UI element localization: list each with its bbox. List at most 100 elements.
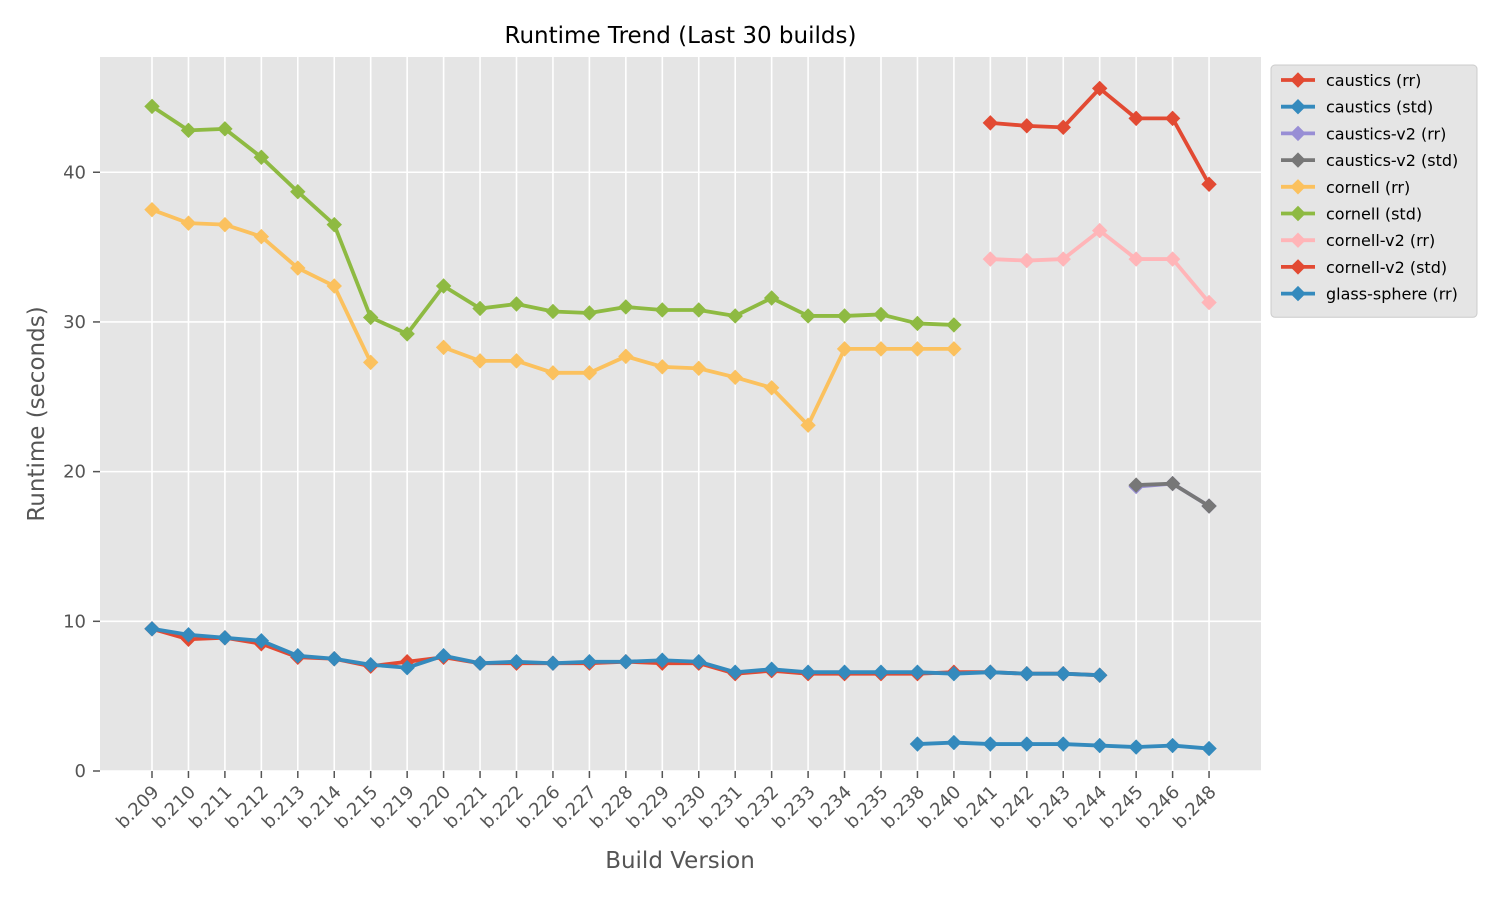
data-point — [946, 734, 962, 751]
data-point — [362, 354, 379, 371]
data-point — [727, 664, 743, 680]
data-point — [290, 648, 306, 664]
data-point — [1128, 477, 1144, 493]
data-point — [618, 299, 634, 315]
data-point — [217, 216, 233, 233]
legend-marker — [1290, 259, 1306, 275]
data-point — [800, 308, 816, 324]
data-point — [691, 360, 707, 377]
data-point — [1128, 110, 1144, 127]
data-point — [873, 664, 889, 680]
data-point — [800, 417, 816, 433]
legend-marker — [1290, 232, 1306, 248]
legend-label: cornell-v2 (std) — [1326, 258, 1447, 277]
data-point — [1128, 739, 1144, 755]
x-axis-label: Build Version — [605, 848, 755, 874]
data-point — [1019, 665, 1035, 682]
series-7 — [982, 80, 1217, 192]
data-point — [435, 278, 452, 294]
data-point — [362, 657, 379, 673]
data-point — [217, 121, 233, 137]
legend-item: cornell-v2 (std) — [1281, 258, 1447, 277]
data-point — [1164, 475, 1181, 492]
legend-item: cornell (rr) — [1281, 178, 1410, 197]
data-point — [873, 341, 889, 357]
data-point — [1055, 736, 1071, 752]
legend-label: cornell-v2 (rr) — [1326, 231, 1435, 250]
series-1 — [144, 621, 1108, 683]
data-point — [727, 369, 743, 386]
data-point — [144, 98, 160, 115]
data-point — [654, 652, 671, 668]
data-point — [727, 308, 743, 324]
legend-marker — [1290, 179, 1306, 195]
legend-item: glass-sphere (rr) — [1281, 285, 1458, 304]
data-point — [1201, 176, 1217, 192]
data-point — [472, 655, 488, 671]
data-point — [1091, 737, 1108, 754]
legend-item: cornell (std) — [1281, 205, 1422, 224]
legend-label: cornell (std) — [1326, 205, 1422, 224]
data-point — [946, 665, 962, 682]
data-point — [946, 341, 962, 357]
data-point — [873, 306, 889, 323]
data-point — [581, 654, 598, 670]
grid-lines — [100, 57, 1261, 772]
legend-marker — [1290, 125, 1306, 142]
data-point — [1019, 736, 1035, 752]
legend-marker — [1290, 205, 1306, 222]
data-point — [326, 216, 342, 233]
data-point — [144, 201, 160, 218]
data-point — [763, 290, 780, 306]
data-point — [399, 326, 415, 342]
data-point — [180, 122, 197, 139]
legend-marker — [1290, 72, 1306, 88]
legend-label: caustics-v2 (rr) — [1326, 124, 1446, 143]
data-point — [618, 654, 634, 670]
data-point — [1091, 222, 1108, 239]
data-point — [691, 302, 707, 318]
data-point — [326, 278, 342, 294]
data-point — [508, 654, 525, 670]
data-point — [1055, 119, 1071, 136]
data-point — [253, 228, 270, 245]
legend-label: cornell (rr) — [1326, 178, 1410, 197]
legend-label: glass-sphere (rr) — [1326, 285, 1458, 304]
data-point — [763, 380, 780, 396]
data-point — [654, 302, 671, 318]
data-point — [1164, 251, 1181, 267]
legend-marker — [1290, 285, 1306, 302]
data-point — [946, 317, 962, 333]
data-point — [763, 661, 780, 677]
chart-title: Runtime Trend (Last 30 builds) — [505, 23, 857, 49]
data-point — [654, 359, 671, 375]
data-point — [326, 651, 342, 667]
y-tick-label: 30 — [63, 312, 86, 333]
data-point — [545, 303, 561, 320]
data-point — [909, 736, 926, 752]
data-point — [982, 251, 999, 267]
data-point — [290, 260, 306, 276]
data-point — [508, 296, 525, 312]
data-point — [217, 630, 233, 646]
data-point — [1164, 737, 1181, 754]
series-5 — [144, 98, 962, 342]
data-point — [290, 184, 306, 200]
series-layer — [144, 80, 1217, 757]
data-point — [1019, 252, 1035, 269]
y-tick-label: 20 — [63, 462, 86, 483]
legend-label: caustics (std) — [1326, 98, 1433, 117]
data-point — [362, 309, 379, 326]
y-axis-label: Runtime (seconds) — [24, 306, 50, 521]
legend-marker — [1290, 98, 1306, 115]
data-point — [909, 341, 926, 357]
data-point — [1055, 665, 1071, 682]
legend-box — [1270, 64, 1478, 318]
y-tick-label: 10 — [63, 611, 86, 632]
series-3 — [1128, 475, 1217, 514]
data-point — [1164, 110, 1181, 127]
data-point — [472, 353, 488, 369]
legend-item: caustics-v2 (std) — [1281, 151, 1458, 170]
